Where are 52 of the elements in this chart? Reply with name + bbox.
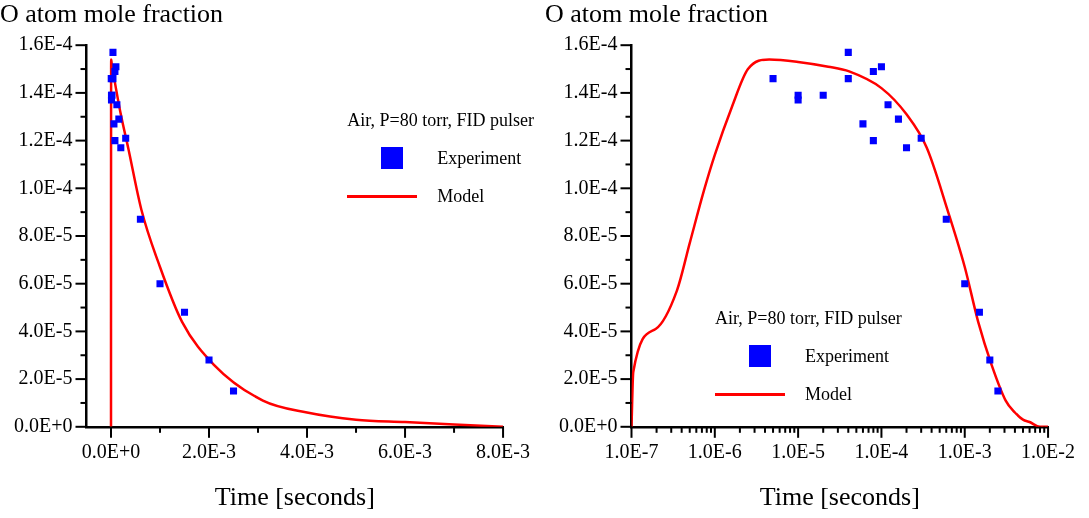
y-tick-label: 4.0E-5 (18, 318, 73, 341)
point (113, 101, 121, 109)
x-tick-label: 4.0E-3 (280, 440, 334, 463)
x-axis-title: Time [seconds] (214, 482, 375, 512)
point (111, 137, 119, 145)
y-tick-label: 1.6E-4 (18, 32, 73, 55)
y-tick-label: 0.0E+0 (14, 414, 73, 437)
legend-title: Air, P=80 torr, FID pulser (715, 308, 902, 329)
x-tick-label: 8.0E-3 (476, 440, 531, 463)
y-tick-label: 0.0E+0 (559, 414, 618, 437)
chart-title: O atom mole fraction (545, 0, 769, 29)
y-tick-label: 1.4E-4 (563, 80, 618, 103)
point (136, 215, 144, 223)
y-tick-label: 1.6E-4 (563, 32, 618, 55)
y-tick-label: 8.0E-5 (18, 223, 73, 246)
x-tick-label: 1.0E-3 (937, 440, 992, 463)
y-tick-label: 1.2E-4 (18, 127, 73, 150)
point (205, 356, 213, 364)
y-tick-label: 8.0E-5 (563, 223, 618, 246)
x-axis-title: Time [seconds] (759, 482, 920, 512)
x-tick-label: 0.0E+0 (81, 440, 141, 463)
point (156, 280, 164, 288)
legend-label: Model (437, 185, 485, 207)
x-tick-label: 1.0E-4 (854, 440, 909, 463)
point (180, 308, 189, 316)
legend-label: Experiment (805, 345, 889, 367)
y-tick-label: 1.0E-4 (563, 175, 618, 198)
point (112, 63, 120, 71)
point (115, 115, 123, 123)
y-tick-label: 6.0E-5 (18, 270, 73, 293)
point (108, 91, 116, 99)
point (117, 144, 125, 152)
x-tick-label: 6.0E-3 (378, 440, 432, 463)
point (229, 387, 238, 395)
x-tick-label: 2.0E-3 (182, 440, 236, 463)
x-tick-label: 1.0E-2 (1021, 440, 1076, 463)
legend-label: Experiment (437, 147, 522, 169)
chart-title: O atom mole fraction (0, 0, 224, 29)
x-tick-label: 1.0E-7 (604, 440, 659, 463)
x-tick-label: 1.0E-6 (687, 440, 742, 463)
y-tick-label: 4.0E-5 (563, 318, 618, 341)
y-tick-label: 6.0E-5 (563, 270, 618, 293)
y-tick-label: 1.2E-4 (563, 127, 618, 150)
y-tick-label: 2.0E-5 (563, 366, 618, 389)
point (122, 134, 130, 142)
point (109, 48, 117, 56)
legend-label: Model (805, 383, 852, 405)
x-tick-label: 1.0E-5 (771, 440, 826, 463)
legend-title: Air, P=80 torr, FID pulser (347, 110, 534, 131)
y-tick-label: 2.0E-5 (18, 366, 73, 389)
y-tick-label: 1.0E-4 (18, 175, 73, 198)
y-tick-label: 1.4E-4 (18, 80, 73, 103)
